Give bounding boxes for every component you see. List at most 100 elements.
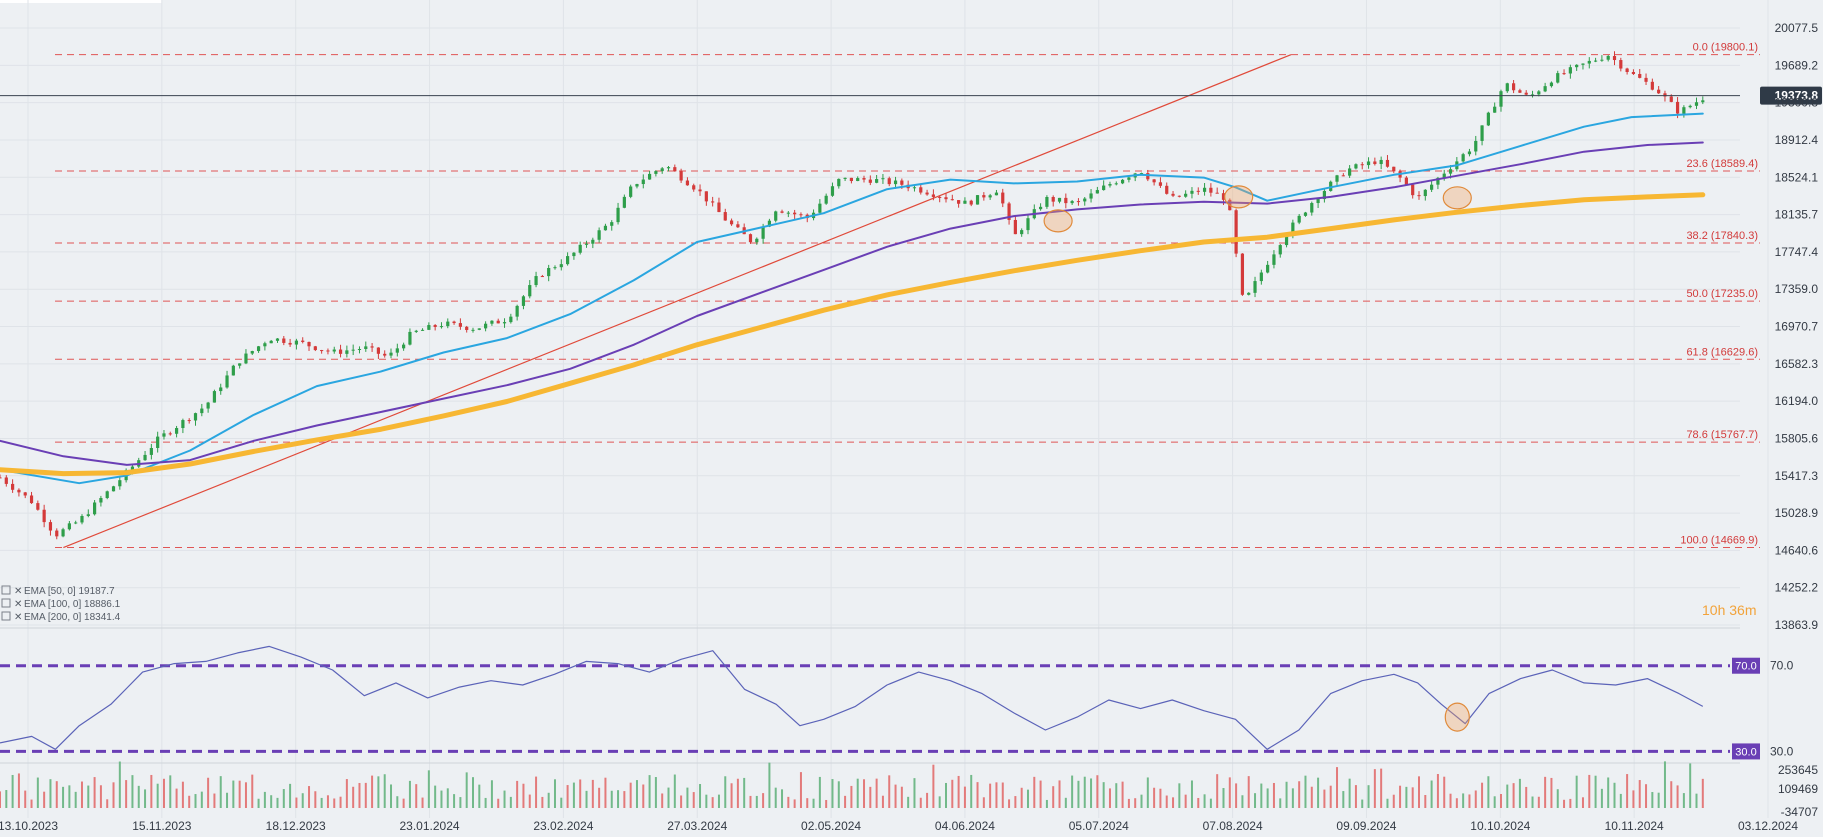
candle-body	[244, 353, 248, 364]
volume-bar	[724, 776, 727, 808]
rsi-highlight	[1444, 702, 1470, 732]
ema-legend: ✕ EMA [50, 0] 19187.7✕ EMA [100, 0] 18886.…	[1, 585, 121, 623]
time-axis[interactable]: 13.10.2023 15.11.2023 18.12.2023 23.01.2024…	[0, 819, 1798, 833]
time-tick-label: 13.10.2023	[0, 819, 58, 833]
candle-body	[1373, 161, 1377, 165]
candle-body	[1669, 96, 1673, 102]
candle-body	[1423, 189, 1427, 197]
candle-body	[685, 180, 690, 186]
candle-body	[774, 211, 778, 221]
volume-bar	[1638, 780, 1641, 808]
rsi-level-tag	[1732, 657, 1760, 674]
candle-body	[439, 326, 444, 328]
volume-bar	[1241, 795, 1244, 808]
volume-bar	[308, 786, 311, 808]
candle-body	[458, 323, 462, 327]
candle-body	[799, 214, 803, 216]
time-tick-label: 23.01.2024	[400, 819, 460, 833]
volume-bar	[226, 792, 229, 808]
time-tick-label: 10.11.2024	[1605, 819, 1664, 833]
volume-bar	[1285, 781, 1288, 808]
volume-bar	[1550, 777, 1553, 808]
candle-body	[1638, 73, 1642, 78]
candle-body	[1020, 230, 1024, 235]
volume-bar	[888, 775, 891, 808]
volume-bar	[49, 779, 52, 808]
volume-bar	[1613, 782, 1616, 808]
candle-body	[1612, 56, 1617, 61]
candle-body	[578, 244, 582, 253]
volume-bar	[1071, 775, 1074, 808]
volume-bar	[604, 777, 607, 808]
candle-body	[950, 199, 954, 201]
candle-body	[502, 322, 507, 324]
volume-bar	[1581, 797, 1584, 808]
volume-bar	[1090, 778, 1093, 808]
volume-bar	[1083, 776, 1086, 808]
candle-body	[616, 207, 620, 223]
volume-bar	[1657, 792, 1660, 808]
volume-bar	[1411, 787, 1414, 808]
candle-body	[320, 350, 324, 352]
volume-panel[interactable]: 253645 109469 -34707	[0, 761, 1818, 819]
candle-body	[963, 200, 967, 204]
candle-body	[528, 285, 532, 297]
volume-bar	[1159, 788, 1162, 808]
candle-body	[294, 340, 299, 345]
candle-body	[1549, 82, 1554, 87]
volume-bar	[642, 784, 645, 808]
rsi-level-axis-label: 30.0	[1770, 744, 1794, 758]
candle-body	[849, 177, 853, 182]
volume-bar	[566, 785, 569, 808]
price-tag-label: 19373.8	[1775, 89, 1819, 103]
time-tick-label: 02.05.2024	[801, 819, 861, 833]
candle-body	[793, 212, 797, 215]
volume-bar	[1096, 775, 1099, 808]
candle-body	[484, 323, 488, 329]
volume-bar	[957, 775, 960, 808]
volume-bar	[1077, 780, 1080, 808]
volume-bar	[686, 787, 689, 808]
volume-bar	[736, 778, 739, 808]
volume-bar	[869, 786, 872, 808]
volume-bar	[1556, 789, 1559, 808]
volume-bar	[118, 761, 121, 808]
candle-body	[1247, 292, 1251, 295]
volume-tick-label: 253645	[1778, 763, 1818, 777]
volume-bar	[894, 784, 897, 808]
candle-body	[1108, 184, 1112, 186]
rsi-panel[interactable]: 70.0 70.0 30.0 30.0	[0, 627, 1794, 760]
volume-bar	[749, 795, 752, 808]
volume-bar	[1209, 798, 1212, 808]
price-tick-label: 14640.6	[1775, 543, 1819, 557]
volume-bar	[421, 797, 424, 808]
volume-bar	[390, 784, 393, 808]
volume-bar	[1518, 778, 1521, 808]
ema-legend-label: EMA [200, 0] 18341.4	[24, 612, 121, 623]
volume-bar	[1058, 780, 1061, 808]
candle-body	[1461, 154, 1465, 162]
fib-label: 61.8 (16629.6)	[1686, 346, 1758, 358]
price-axis[interactable]: 20077.5 19689.2 19300.8 18912.4 18524.1 18135…	[1775, 21, 1819, 632]
volume-bar	[156, 783, 159, 808]
volume-bar	[1323, 789, 1326, 808]
candle-body	[1619, 60, 1623, 69]
volume-bar	[995, 782, 998, 808]
candle-body	[1486, 112, 1490, 126]
volume-bar	[1216, 774, 1219, 808]
volume-bar	[648, 775, 651, 808]
volume-bar	[80, 781, 83, 808]
volume-bar	[1235, 783, 1238, 808]
rsi-level-tag-label: 70.0	[1735, 661, 1756, 673]
rsi-line	[0, 645, 1704, 750]
candle-body	[471, 329, 475, 331]
candle-body	[767, 220, 772, 227]
volume-bar	[188, 795, 191, 808]
candle-body	[1070, 201, 1074, 204]
volume-bar	[1399, 785, 1402, 808]
candle-body	[786, 212, 790, 214]
candle-body	[521, 296, 526, 306]
candle-body	[1322, 190, 1326, 200]
candle-body	[698, 189, 702, 192]
